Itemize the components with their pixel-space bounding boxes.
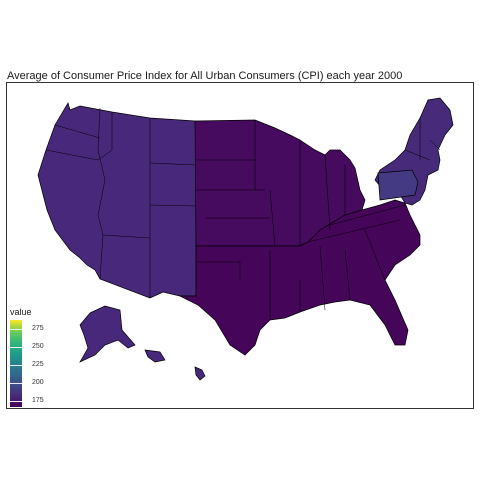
legend-tick-mark [10, 383, 22, 384]
legend-title: value [10, 307, 32, 317]
legend-tick-label: 200 [32, 379, 44, 386]
legend-colorbar [10, 320, 22, 407]
legend-tick-label: 225 [32, 361, 44, 368]
map-title: Average of Consumer Price Index for All … [7, 70, 403, 82]
legend-tick-mark [10, 401, 22, 402]
region-hawaii-small [144, 349, 166, 363]
region-pennsylvania [377, 169, 419, 201]
legend-tick-label: 250 [32, 343, 44, 350]
legend-tick-mark [10, 329, 22, 330]
legend-tick-label: 175 [32, 397, 44, 404]
region-west [37, 102, 197, 299]
region-south [179, 199, 421, 356]
region-hawaii [194, 366, 206, 381]
legend-tick-mark [10, 347, 22, 348]
legend-tick-label: 275 [32, 325, 44, 332]
map-panel [6, 82, 474, 409]
legend-tick-mark [10, 365, 22, 366]
state-borders [45, 107, 441, 320]
region-alaska [79, 305, 136, 363]
